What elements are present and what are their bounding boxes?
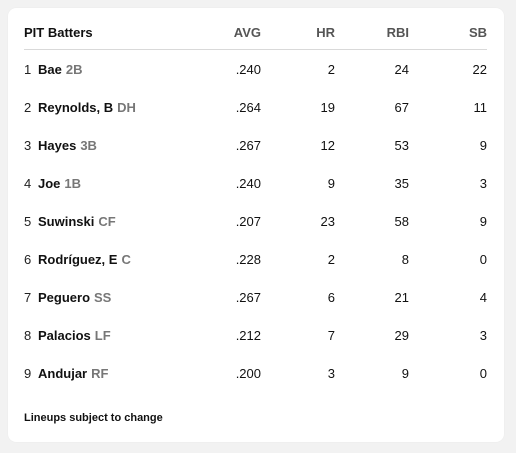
- table-row: 2 Reynolds, B DH .264 19 67 11: [24, 88, 487, 126]
- table-row: 8 Palacios LF .212 7 29 3: [24, 316, 487, 354]
- stat-sb: 22: [472, 61, 487, 77]
- player-cell: 5 Suwinski CF: [24, 202, 224, 240]
- player-position: LF: [94, 327, 111, 343]
- player-name[interactable]: Andujar: [38, 365, 88, 381]
- column-header-avg: AVG: [224, 25, 261, 50]
- player-name[interactable]: Suwinski: [38, 213, 95, 229]
- stat-avg: .228: [235, 251, 261, 267]
- batting-order: 5: [24, 213, 32, 229]
- stat-avg: .264: [235, 99, 261, 115]
- batters-table: PIT Batters AVG HR RBI SB 1 Bae 2B .240 2 24 2…: [24, 25, 487, 392]
- player-position: CF: [98, 213, 116, 229]
- stat-avg: .267: [235, 137, 261, 153]
- player-cell: 8 Palacios LF: [24, 316, 224, 354]
- player-name[interactable]: Bae: [38, 61, 62, 77]
- stat-sb: 0: [479, 251, 487, 267]
- stat-avg: .240: [235, 175, 261, 191]
- batting-order: 1: [24, 61, 32, 77]
- column-header-hr: HR: [261, 25, 335, 50]
- table-row: 3 Hayes 3B .267 12 53 9: [24, 126, 487, 164]
- stat-avg: .200: [235, 365, 261, 381]
- stat-sb: 3: [479, 175, 487, 191]
- player-name[interactable]: Palacios: [38, 327, 91, 343]
- player-cell: 3 Hayes 3B: [24, 126, 224, 164]
- batting-order: 9: [24, 365, 32, 381]
- stat-rbi: 53: [394, 137, 409, 153]
- stat-sb: 9: [479, 137, 487, 153]
- batting-order: 3: [24, 137, 32, 153]
- stat-rbi: 58: [394, 213, 409, 229]
- stat-rbi: 67: [394, 99, 409, 115]
- stat-avg: .240: [235, 61, 261, 77]
- player-name[interactable]: Peguero: [38, 289, 91, 305]
- stat-sb: 4: [479, 289, 487, 305]
- player-position: C: [121, 251, 131, 267]
- stat-hr: 2: [327, 61, 335, 77]
- player-cell: 7 Peguero SS: [24, 278, 224, 316]
- column-header-rbi: RBI: [335, 25, 409, 50]
- player-position: SS: [94, 289, 112, 305]
- player-position: 2B: [65, 61, 83, 77]
- table-header-row: PIT Batters AVG HR RBI SB: [24, 25, 487, 50]
- stat-hr: 3: [327, 365, 335, 381]
- table-row: 5 Suwinski CF .207 23 58 9: [24, 202, 487, 240]
- batting-order: 2: [24, 99, 32, 115]
- stat-sb: 11: [473, 99, 488, 115]
- table-title: PIT Batters: [24, 25, 224, 50]
- player-position: DH: [117, 99, 136, 115]
- stat-hr: 6: [327, 289, 335, 305]
- stat-rbi: 35: [394, 175, 409, 191]
- player-name[interactable]: Hayes: [38, 137, 77, 153]
- stat-rbi: 21: [394, 289, 409, 305]
- stat-hr: 9: [327, 175, 335, 191]
- player-name[interactable]: Rodríguez, E: [38, 251, 118, 267]
- stat-sb: 9: [479, 213, 487, 229]
- player-position: RF: [91, 365, 109, 381]
- batting-order: 6: [24, 251, 32, 267]
- stat-hr: 12: [320, 137, 335, 153]
- player-position: 1B: [64, 175, 82, 191]
- table-row: 6 Rodríguez, E C .228 2 8 0: [24, 240, 487, 278]
- player-cell: 1 Bae 2B: [24, 50, 224, 89]
- stat-rbi: 8: [401, 251, 409, 267]
- stat-avg: .207: [235, 213, 261, 229]
- stat-rbi: 24: [394, 61, 409, 77]
- stat-hr: 23: [320, 213, 335, 229]
- table-row: 4 Joe 1B .240 9 35 3: [24, 164, 487, 202]
- stat-rbi: 9: [401, 365, 409, 381]
- stat-avg: .267: [235, 289, 261, 305]
- batting-order: 8: [24, 327, 32, 343]
- stat-hr: 7: [327, 327, 335, 343]
- batting-order: 4: [24, 175, 32, 191]
- player-cell: 2 Reynolds, B DH: [24, 88, 224, 126]
- table-row: 7 Peguero SS .267 6 21 4: [24, 278, 487, 316]
- player-position: 3B: [80, 137, 97, 153]
- batters-card: PIT Batters AVG HR RBI SB 1 Bae 2B .240 2 24 2…: [8, 8, 504, 442]
- table-row: 9 Andujar RF .200 3 9 0: [24, 354, 487, 392]
- batting-order: 7: [24, 289, 32, 305]
- player-cell: 9 Andujar RF: [24, 354, 224, 392]
- stat-sb: 0: [479, 365, 487, 381]
- player-name[interactable]: Reynolds, B: [38, 99, 114, 115]
- player-cell: 4 Joe 1B: [24, 164, 224, 202]
- column-header-sb: SB: [409, 25, 487, 50]
- stat-avg: .212: [235, 327, 261, 343]
- stat-hr: 19: [320, 99, 335, 115]
- stat-hr: 2: [327, 251, 335, 267]
- stat-sb: 3: [479, 327, 487, 343]
- player-name[interactable]: Joe: [38, 175, 61, 191]
- lineup-footnote: Lineups subject to change: [24, 412, 163, 424]
- stat-rbi: 29: [394, 327, 409, 343]
- table-row: 1 Bae 2B .240 2 24 22: [24, 50, 487, 89]
